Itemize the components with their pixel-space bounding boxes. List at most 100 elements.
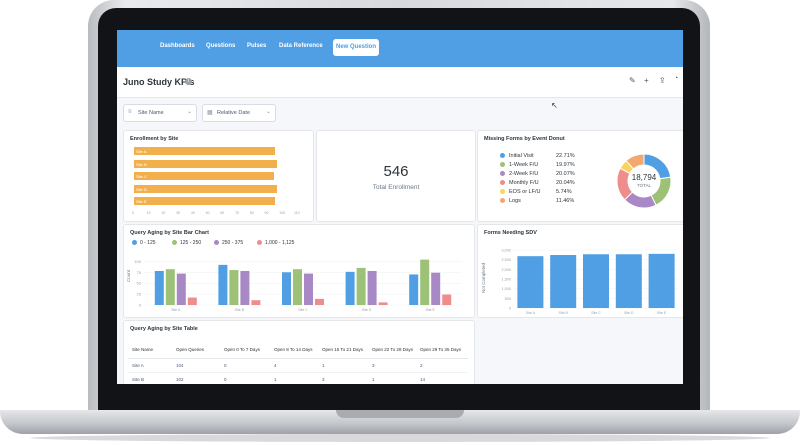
table-column-header: Open 8 To 14 Days <box>274 347 313 352</box>
donut-chart <box>616 153 672 209</box>
enrollment-x-tick: 70 <box>235 211 239 215</box>
legend-label: 250 - 375 <box>222 240 244 246</box>
query-aging-chart-card[interactable]: Query Aging by Site Bar Chart 0 - 125 125… <box>123 224 475 318</box>
missing-forms-card[interactable]: Missing Forms by Event Donut Initial Vis… <box>477 130 683 222</box>
table-column-header: Site Name <box>132 347 154 352</box>
enrollment-bar-label: Site A <box>136 149 147 154</box>
sdv-x-tick: Site A <box>526 311 536 315</box>
sdv-x-tick: Site B <box>559 311 569 315</box>
table-column-header: Open 22 To 28 Days <box>372 347 413 352</box>
laptop-shadow <box>30 434 770 442</box>
forms-sdv-card[interactable]: Forms Needing SDV Not Completed 0 500 1,00… <box>477 224 683 318</box>
enrollment-bar: Site B <box>134 159 277 168</box>
new-question-button[interactable]: New Question <box>333 39 379 56</box>
enrollment-bar-label: Site C <box>136 174 147 179</box>
aging-bar <box>282 272 291 305</box>
legend-label: 1,000 - 1,125 <box>265 240 295 246</box>
sdv-bar <box>550 255 577 308</box>
total-enrollment-card[interactable]: 546 Total Enrollment <box>316 130 476 222</box>
table-cell: Site A <box>132 363 144 368</box>
table-cell: 3 <box>322 377 325 382</box>
sdv-y-tick: 2,000 <box>501 268 511 272</box>
table-cell: 0 <box>224 363 227 368</box>
legend-label: Monthly F/U <box>509 180 539 186</box>
site-name-filter[interactable]: ≡ Site Name ⌄ <box>123 104 197 122</box>
aging-bar <box>356 267 366 305</box>
table-cell: 2 <box>420 363 423 368</box>
table-column-header: Open Queries <box>176 347 205 352</box>
table-cell: 14 <box>420 377 426 382</box>
relative-date-filter-label: Relative Date <box>217 110 251 116</box>
sdv-bar <box>517 256 544 308</box>
nav-dashboards[interactable]: Dashboards <box>160 43 195 49</box>
calendar-icon: ▦ <box>207 110 213 116</box>
aging-x-tick: Site B <box>235 308 245 312</box>
legend-swatch <box>214 240 219 246</box>
site-name-filter-label: Site Name <box>138 110 164 116</box>
aging-legend-item: 0 - 125 <box>132 240 156 246</box>
aging-bar <box>409 274 419 305</box>
edit-icon[interactable]: ✎ <box>629 76 636 85</box>
share-icon[interactable]: ⇪ <box>659 76 666 85</box>
sdv-y-tick: 500 <box>505 297 511 301</box>
donut-legend-item: Logs 11.46% <box>500 198 574 204</box>
table-row-divider <box>128 372 468 373</box>
laptop-notch <box>336 410 464 418</box>
info-icon[interactable]: i <box>185 78 192 85</box>
enrollment-bar: Site E <box>134 197 276 205</box>
donut-total-label: TOTAL <box>636 183 652 188</box>
dashboard-title: Juno Study KPIs <box>123 77 195 87</box>
sdv-x-tick: Site C <box>591 311 601 315</box>
chevron-down-icon: ⌄ <box>186 109 192 115</box>
legend-swatch <box>500 180 505 186</box>
legend-label: 2-Week F/U <box>509 171 539 177</box>
aging-bar <box>154 270 164 305</box>
add-icon[interactable]: + <box>644 76 649 85</box>
table-cell: 4 <box>274 363 277 368</box>
history-icon[interactable]: ◔ <box>674 75 679 82</box>
legend-percent: 5.74% <box>556 189 572 195</box>
aging-bar <box>431 272 441 305</box>
donut-total-value: 18,794 <box>631 173 657 182</box>
enrollment-x-tick: 100 <box>279 211 286 215</box>
aging-bar <box>304 273 313 305</box>
enrollment-bar: Site A <box>134 147 276 155</box>
sdv-y-tick: 2,500 <box>501 258 511 262</box>
sdv-x-tick: Site D <box>624 311 634 315</box>
aging-x-tick: Site A <box>171 308 181 312</box>
legend-label: Initial Visit <box>509 153 534 159</box>
table-cell: 102 <box>176 377 184 382</box>
total-enrollment-value: 546 <box>383 163 409 180</box>
nav-data-reference[interactable]: Data Reference <box>279 43 323 49</box>
card-title: Query Aging by Site Table <box>130 326 198 332</box>
enrollment-x-tick: 20 <box>161 211 166 215</box>
nav-questions[interactable]: Questions <box>206 43 236 49</box>
nav-pulses[interactable]: Pulses <box>247 43 267 49</box>
legend-label: Logs <box>509 198 521 204</box>
enrollment-card[interactable]: Enrollment by Site Site A Site B Site C Sit… <box>123 130 314 222</box>
query-aging-table-card[interactable]: Query Aging by Site Table Site Name Open … <box>123 320 475 384</box>
enrollment-x-tick: 0 <box>132 211 134 215</box>
aging-legend-item: 1,000 - 1,125 <box>257 240 294 246</box>
enrollment-x-tick: 30 <box>176 211 181 215</box>
donut-legend-item: EOS or LF/U 5.74% <box>500 189 572 195</box>
legend-swatch <box>257 240 262 246</box>
aging-bar <box>165 269 175 305</box>
sdv-bar <box>648 253 675 308</box>
enrollment-x-tick: 10 <box>146 211 151 215</box>
sdv-x-tick: Site E <box>657 311 667 315</box>
legend-swatch <box>172 240 177 246</box>
donut-legend-item: Monthly F/U 20.04% <box>500 180 575 186</box>
card-title: Enrollment by Site <box>130 136 179 142</box>
sdv-y-tick: 3,000 <box>501 249 511 253</box>
enrollment-x-tick: 40 <box>190 211 195 215</box>
mouse-cursor-icon: ↖ <box>551 101 558 110</box>
relative-date-filter[interactable]: ▦ Relative Date ⌄ <box>202 104 276 122</box>
aging-legend-item: 125 - 250 <box>172 240 201 246</box>
aging-legend-item: 250 - 375 <box>214 240 243 246</box>
sdv-bar <box>583 254 609 308</box>
donut-legend-item: 2-Week F/U 20.07% <box>500 171 575 177</box>
aging-y-tick: 0 <box>139 303 142 308</box>
aging-bar <box>229 270 239 305</box>
aging-bar <box>251 300 261 305</box>
